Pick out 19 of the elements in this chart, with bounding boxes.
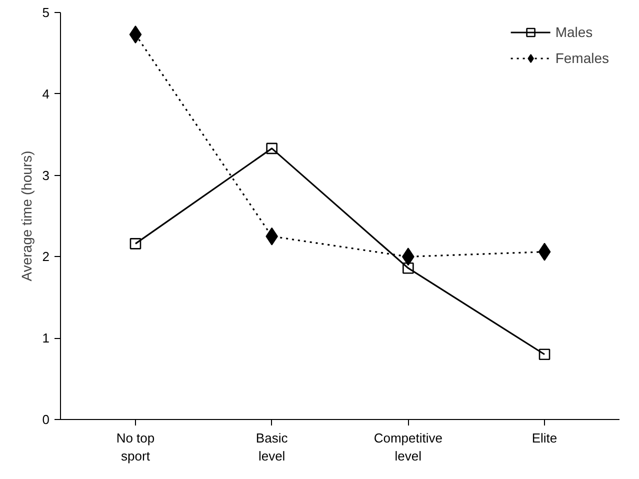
point — [266, 142, 278, 154]
x-tick-label: No top sport — [116, 430, 155, 464]
y-tick-label: 2 — [42, 249, 50, 264]
x-tick-label: Basic level — [256, 430, 288, 464]
y-tick-label: 5 — [42, 5, 50, 20]
point — [538, 348, 550, 360]
y-tick-label: 4 — [42, 86, 50, 102]
y-tick-label: 1 — [42, 330, 50, 346]
point — [130, 238, 142, 250]
x-tick-label: Elite — [532, 430, 558, 446]
legend-label: Males — [555, 24, 593, 40]
point — [402, 262, 414, 274]
y-tick-label: 3 — [42, 168, 50, 183]
point — [129, 25, 142, 44]
point — [538, 242, 551, 261]
y-tick-label: 0 — [42, 412, 50, 427]
y-axis-title: Average time (hours) — [18, 150, 34, 282]
x-tick-label: Competitive level — [374, 430, 442, 464]
legend-label: Females — [555, 50, 609, 66]
